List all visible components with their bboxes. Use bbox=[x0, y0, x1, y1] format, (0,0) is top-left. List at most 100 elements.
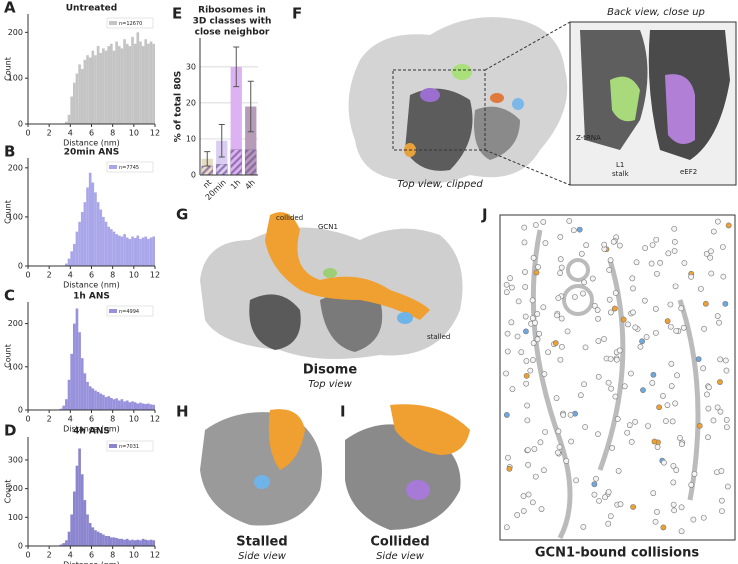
bar bbox=[112, 50, 116, 124]
bar bbox=[149, 539, 153, 546]
chart-title: close neighbor bbox=[195, 28, 270, 38]
x-tick-label: 12 bbox=[150, 415, 160, 424]
histogram: C 1h ANS 0 2 4 6 8 10 12 0 100 200 Distance (nm) Coun… bbox=[4, 287, 161, 434]
particle bbox=[671, 248, 678, 254]
bar bbox=[86, 381, 89, 410]
particle bbox=[691, 471, 698, 477]
bar bbox=[152, 43, 155, 124]
particle bbox=[720, 273, 727, 280]
particle bbox=[660, 393, 666, 399]
inset-title: Back view, close up bbox=[607, 7, 705, 18]
particle bbox=[665, 250, 672, 257]
bar bbox=[117, 400, 121, 410]
particle bbox=[595, 431, 601, 438]
particle bbox=[525, 461, 531, 468]
particle bbox=[596, 497, 602, 504]
chart-title: 4h ANS bbox=[73, 427, 110, 437]
bar bbox=[104, 397, 108, 410]
particle bbox=[672, 283, 679, 290]
particle bbox=[667, 323, 674, 330]
particle bbox=[661, 459, 667, 466]
particle bbox=[639, 338, 645, 345]
particle bbox=[632, 418, 639, 425]
x-tick-label: 4 bbox=[68, 415, 73, 424]
bar bbox=[139, 41, 142, 124]
particle bbox=[705, 405, 712, 412]
x-tick-label: 8 bbox=[110, 551, 115, 560]
error-bar bbox=[204, 151, 211, 167]
particle bbox=[524, 402, 531, 409]
particle bbox=[567, 411, 574, 418]
particle bbox=[552, 340, 559, 346]
density-spot bbox=[406, 480, 430, 500]
bar bbox=[88, 57, 92, 124]
bar bbox=[75, 465, 79, 546]
particle bbox=[508, 319, 515, 326]
bar bbox=[144, 403, 148, 410]
particle bbox=[534, 336, 541, 343]
bar bbox=[230, 66, 242, 175]
gcn1-density bbox=[268, 409, 305, 470]
particle bbox=[593, 475, 599, 482]
particle bbox=[571, 294, 578, 300]
particle bbox=[609, 445, 615, 451]
particle bbox=[688, 273, 695, 280]
bar bbox=[91, 527, 95, 546]
particle bbox=[645, 423, 651, 429]
particle bbox=[650, 490, 657, 497]
bar bbox=[131, 539, 134, 546]
particle bbox=[557, 256, 564, 263]
bar bbox=[141, 538, 145, 546]
membrane bbox=[530, 229, 573, 540]
particle bbox=[520, 493, 527, 499]
density-spot bbox=[452, 64, 472, 80]
bar bbox=[65, 263, 68, 266]
density-spot bbox=[254, 475, 270, 489]
particle bbox=[601, 241, 608, 248]
particle bbox=[556, 444, 563, 451]
bar bbox=[99, 393, 103, 410]
panel-j: J GCN1-bound collisions bbox=[481, 206, 736, 561]
bar bbox=[67, 258, 71, 266]
particle bbox=[529, 297, 536, 304]
particle bbox=[660, 524, 667, 531]
particle bbox=[710, 417, 717, 424]
particle bbox=[540, 219, 547, 225]
particle bbox=[614, 416, 621, 422]
particle bbox=[654, 270, 660, 277]
x-tick-label: 12 bbox=[150, 271, 160, 280]
particle bbox=[718, 468, 725, 474]
bar bbox=[144, 39, 148, 125]
bar bbox=[123, 539, 126, 546]
bar bbox=[128, 239, 132, 266]
particle bbox=[704, 391, 710, 398]
bar bbox=[110, 397, 113, 410]
bar bbox=[131, 401, 134, 410]
bar bbox=[70, 251, 73, 266]
particle bbox=[555, 428, 562, 435]
bar bbox=[107, 226, 111, 266]
particle bbox=[532, 473, 539, 480]
bar bbox=[115, 398, 118, 410]
bar bbox=[94, 192, 97, 266]
particle bbox=[525, 491, 532, 498]
x-axis-label: Distance (nm) bbox=[63, 281, 120, 290]
particle bbox=[652, 305, 659, 312]
particle bbox=[568, 438, 575, 445]
particle bbox=[591, 491, 598, 498]
bar bbox=[120, 538, 124, 546]
particle bbox=[577, 392, 584, 399]
bar bbox=[115, 537, 118, 546]
bar bbox=[139, 402, 142, 410]
particle bbox=[664, 402, 671, 409]
particle bbox=[514, 333, 521, 340]
y-tick-label: 100 bbox=[8, 212, 23, 221]
y-tick-label: 0 bbox=[18, 406, 23, 415]
particle bbox=[594, 307, 601, 313]
particle bbox=[591, 481, 598, 488]
bar bbox=[136, 539, 140, 546]
y-tick-label: 100 bbox=[8, 74, 23, 83]
bar bbox=[149, 237, 153, 266]
hatched-bar bbox=[244, 149, 257, 176]
bar bbox=[78, 332, 81, 410]
